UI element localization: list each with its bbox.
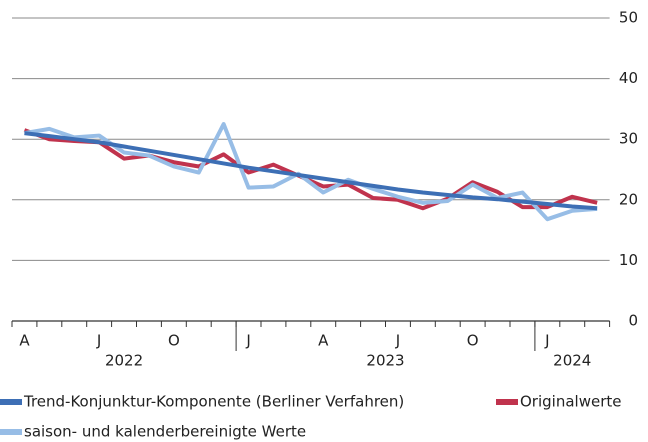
x-tick-label: J [544, 332, 549, 350]
x-tick-label: J [245, 332, 250, 350]
y-tick-label: 50 [619, 9, 638, 27]
year-label: 2022 [105, 352, 143, 370]
x-tick-label: A [318, 332, 329, 350]
legend-swatch [0, 399, 22, 405]
y-tick-label: 40 [619, 69, 638, 87]
y-tick-label: 10 [619, 251, 638, 269]
x-tick-label: J [395, 332, 400, 350]
y-tick-label: 20 [619, 190, 638, 208]
legend-label: saison- und kalenderbereinigte Werte [24, 423, 306, 441]
legend-swatch [0, 429, 22, 435]
x-tick-label: A [19, 332, 30, 350]
legend-label: Originalwerte [520, 393, 621, 411]
legend-swatch [496, 399, 518, 405]
x-tick-label: J [96, 332, 101, 350]
year-label: 2023 [366, 352, 404, 370]
y-tick-label: 30 [619, 130, 638, 148]
x-tick-label: O [168, 332, 180, 350]
year-label: 2024 [553, 352, 591, 370]
series-line [24, 131, 598, 211]
x-tick-label: O [467, 332, 479, 350]
legend-label: Trend-Konjunktur-Komponente (Berliner Ve… [23, 393, 404, 411]
series-line [24, 122, 598, 222]
y-tick-label: 0 [628, 312, 638, 330]
